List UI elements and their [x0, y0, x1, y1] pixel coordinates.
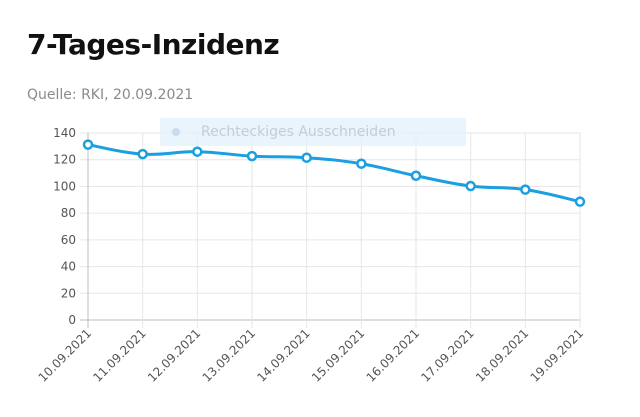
x-tick-label: 14.09.2021 — [254, 326, 312, 384]
data-point — [356, 158, 367, 169]
data-point — [192, 146, 203, 157]
snip-mode-label: Rechteckiges Ausschneiden — [201, 124, 396, 140]
chart-source: Quelle: RKI, 20.09.2021 — [27, 87, 194, 103]
x-tick-label: 19.09.2021 — [528, 326, 586, 384]
snip-mode-icon — [172, 128, 180, 136]
x-tick-label: 10.09.2021 — [36, 326, 94, 384]
x-tick-label: 13.09.2021 — [200, 326, 258, 384]
data-point — [82, 139, 94, 150]
chart-title: 7-Tages-Inzidenz — [27, 28, 280, 61]
y-tick-label: 20 — [61, 286, 76, 300]
y-tick-label: 140 — [53, 126, 76, 140]
x-tick-label: 18.09.2021 — [473, 326, 531, 384]
y-tick-label: 40 — [61, 260, 76, 274]
y-tick-label: 120 — [53, 153, 76, 167]
y-tick-label: 60 — [61, 233, 76, 247]
x-axis: 10.09.202111.09.202112.09.202113.09.2021… — [36, 326, 586, 384]
grid — [80, 132, 581, 328]
y-axis: 0 20 40 60 80 100 120 140 — [53, 126, 76, 327]
data-point — [574, 196, 586, 207]
y-tick-label: 80 — [61, 206, 76, 220]
x-tick-label: 12.09.2021 — [145, 326, 203, 384]
series-line — [82, 139, 586, 207]
data-point — [520, 184, 531, 195]
y-tick-label: 0 — [68, 313, 76, 327]
y-tick-label: 100 — [53, 179, 76, 193]
data-point — [137, 148, 148, 160]
x-tick-label: 11.09.2021 — [90, 326, 148, 384]
data-point — [465, 180, 476, 192]
data-point — [410, 170, 422, 181]
data-point — [301, 152, 312, 163]
data-point — [246, 150, 258, 162]
x-tick-label: 17.09.2021 — [418, 326, 476, 384]
series-path — [86, 143, 582, 204]
x-tick-label: 15.09.2021 — [309, 326, 367, 384]
snip-mode-tooltip: Rechteckiges Ausschneiden — [160, 118, 466, 146]
x-tick-label: 16.09.2021 — [364, 326, 422, 384]
